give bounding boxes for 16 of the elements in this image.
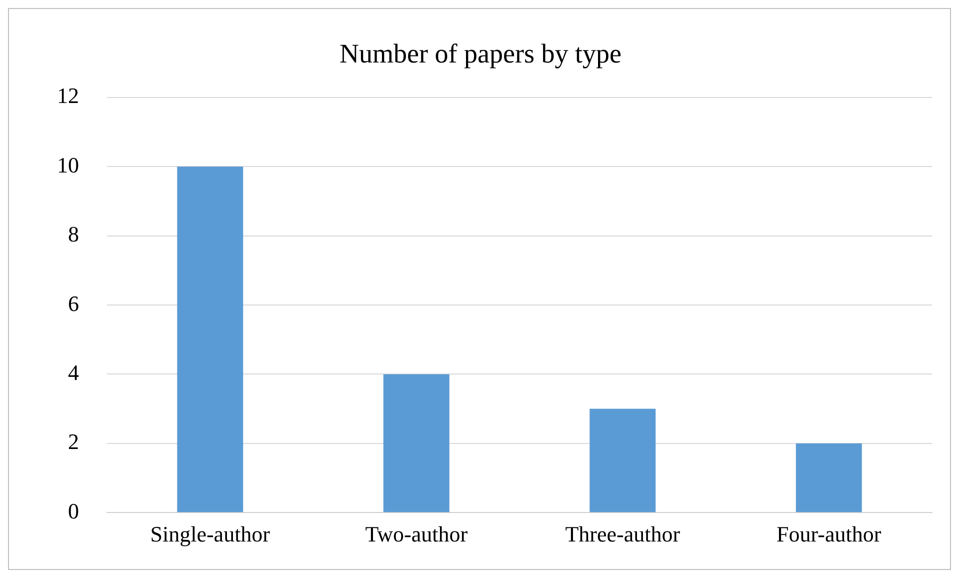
- y-tick-label: 8: [68, 222, 79, 247]
- x-tick-label: Four-author: [776, 522, 882, 547]
- bar: [590, 408, 656, 512]
- y-tick-label: 0: [68, 498, 79, 524]
- bar: [383, 374, 450, 512]
- y-tick-label: 6: [68, 290, 79, 316]
- bar: [177, 166, 244, 512]
- x-tick-label: Three-author: [565, 522, 681, 547]
- chart-title: Number of papers by type: [340, 38, 622, 68]
- y-tick-label: 12: [57, 83, 79, 108]
- x-tick-label: Single-author: [150, 522, 271, 547]
- y-tick-label: 10: [57, 152, 79, 178]
- y-tick-label: 4: [68, 360, 79, 385]
- x-tick-label: Two-author: [365, 522, 468, 547]
- y-tick-label: 2: [68, 429, 79, 454]
- bar: [796, 443, 862, 512]
